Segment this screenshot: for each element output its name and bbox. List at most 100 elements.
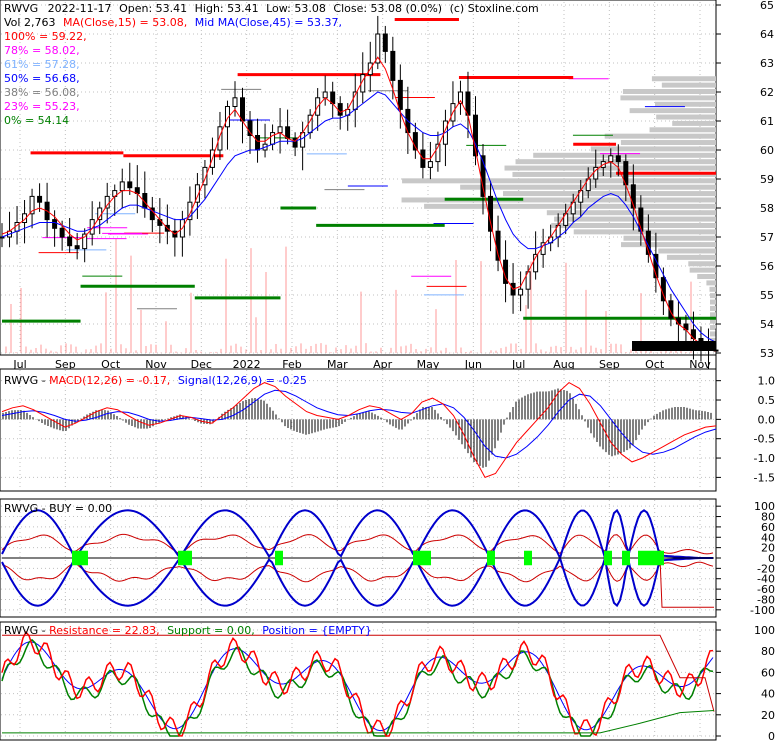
x-tick-label: Dec (191, 358, 212, 371)
close-label: Close: 53.08 (0.0%) (333, 2, 442, 15)
buy-signal-box (524, 550, 532, 566)
volume-profile-bar (710, 293, 716, 299)
volume-profile-bar (666, 254, 716, 260)
ma15-line (1, 56, 717, 352)
svg-text:Vol 2,763 MA(Close,15) =: Vol 2,763 MA(Close,15) = 53.08, Mid MA(C… (4, 16, 342, 29)
price-candle (194, 184, 200, 203)
volume-profile-bar (688, 261, 716, 267)
y-tick-label: 56 (760, 260, 774, 273)
macd-label: MACD(12,26) = -0.17, (49, 374, 170, 387)
volume-profile-bar (654, 101, 716, 107)
volume-profile-bar (629, 108, 716, 114)
volume-profile-bar (689, 267, 716, 273)
volume-profile-bar (651, 76, 716, 82)
y-tick-label: 20 (761, 542, 775, 555)
ticker-label: RWVG (4, 2, 38, 15)
price-candle (337, 103, 343, 116)
macd-prefix: RWVG - (4, 374, 49, 387)
price-candle (457, 91, 463, 105)
x-tick-label: Oct (645, 358, 665, 371)
price-candle (59, 227, 65, 238)
buy-signal-box (413, 550, 431, 566)
price-candle (630, 184, 636, 209)
y-tick-label: 0.5 (758, 394, 776, 407)
volume-profile-bar (658, 248, 716, 254)
fib-level-label: 78% = 58.02, (4, 44, 80, 57)
price-candle (224, 106, 230, 128)
support-oscillator (1, 638, 714, 737)
support-label: Support = 0.00, (167, 624, 255, 637)
fib-level-label: 100% = 59.22, (4, 30, 87, 43)
volume-profile-bar (706, 280, 716, 286)
x-tick-label: 2022 (233, 358, 261, 371)
y-tick-label: 0.0 (758, 413, 776, 426)
fib-level-label: 23% = 55.23, (4, 100, 80, 113)
price-candle (285, 126, 291, 139)
volume-profile-bar (710, 305, 716, 311)
volume-profile-bar (512, 171, 716, 177)
volume-profile-bar (656, 114, 716, 120)
price-candle (533, 253, 539, 273)
price-candle (270, 132, 276, 145)
price-candle (187, 201, 193, 221)
ma45-label: Mid MA(Close,45) = 53.37, (195, 16, 342, 29)
buy-drop-line (659, 557, 714, 608)
buy-signal-box (72, 550, 88, 566)
price-candle (37, 195, 43, 203)
y-tick-label: 60 (761, 666, 775, 679)
resistance-label: Resistance = 22.83, (49, 624, 159, 637)
price-candle (322, 91, 328, 99)
y-tick-label: -1.0 (754, 452, 775, 465)
x-tick-label: Aug (553, 358, 574, 371)
y-tick-label: -80 (757, 593, 775, 606)
price-candle (240, 97, 246, 122)
y-tick-label: 65 (760, 0, 774, 12)
price-candle (427, 161, 433, 168)
y-tick-label: 57 (760, 231, 774, 244)
ma15-label: MA(Close,15) = 53.08, (63, 16, 187, 29)
y-tick-label: 0 (768, 730, 775, 743)
fib-level-label: 61% = 57.28, (4, 58, 80, 71)
volume-profile-bar (710, 318, 716, 324)
position-line (1, 641, 714, 732)
y-tick-label: 53 (760, 347, 774, 360)
price-candle (89, 219, 95, 235)
volume-profile-bar (515, 159, 716, 165)
buy-label: RWVG - BUY = 0.00 (4, 502, 112, 515)
price-candle (22, 213, 28, 224)
y-tick-label: 59 (760, 173, 774, 186)
y-tick-label: 40 (761, 688, 775, 701)
y-tick-label: -40 (757, 573, 775, 586)
price-candle (232, 97, 238, 108)
buy-signal-box (178, 550, 192, 566)
price-candle (435, 143, 441, 163)
price-candle (74, 245, 80, 250)
buy-lower-band (1, 561, 714, 583)
rs-prefix: RWVG - (4, 624, 49, 637)
volume-profile-bar (590, 146, 716, 152)
volume-profile-bar (710, 325, 716, 331)
resistance-oscillator (1, 630, 714, 737)
x-tick-label: Jul (12, 358, 26, 371)
support-level-line (2, 710, 715, 734)
price-candle (247, 120, 253, 136)
y-tick-label: -0.5 (754, 433, 775, 446)
y-tick-label: 80 (761, 511, 775, 524)
x-tick-label: May (417, 358, 440, 371)
svg-text:RWVG 2022-11-17 Op: RWVG 2022-11-17 Open: 53.41 High: 53.41 … (4, 2, 539, 15)
y-tick-label: 61 (760, 115, 774, 128)
volume-profile-bar (649, 127, 716, 133)
price-candle (217, 126, 223, 151)
price-candle (255, 135, 261, 151)
open-label: Open: 53.41 (119, 2, 187, 15)
volume-profile-bar (710, 299, 716, 305)
volume-profile-bar (504, 165, 716, 171)
buy-signal-box (487, 550, 495, 566)
volume-profile-bar (672, 120, 716, 126)
fib-level-label: 0% = 54.14 (4, 114, 69, 127)
volume-profile-bar (661, 82, 716, 88)
ma45-line (1, 91, 717, 343)
svg-text:RWVG - MACD(12,26) = -0: RWVG - MACD(12,26) = -0.17, Signal(12,26… (4, 374, 307, 387)
price-candle (157, 219, 163, 226)
price-candle (202, 166, 208, 186)
